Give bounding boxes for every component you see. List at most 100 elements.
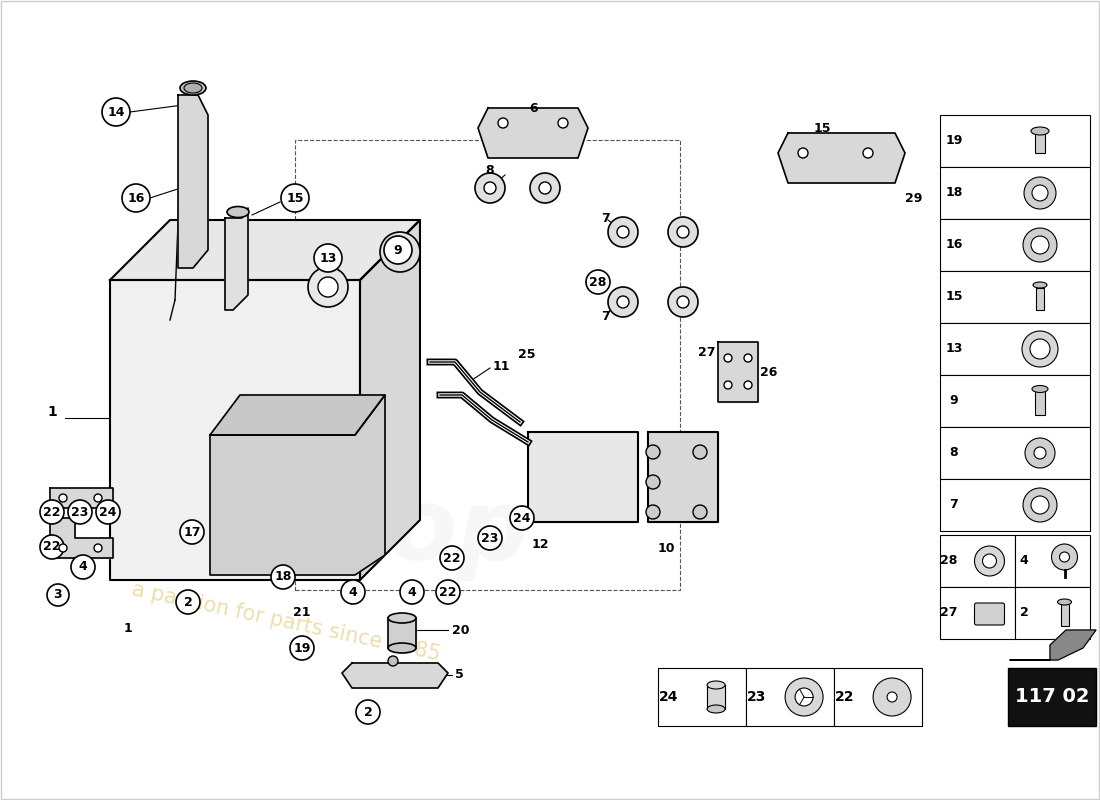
Text: 18: 18 — [945, 186, 962, 199]
Circle shape — [668, 217, 698, 247]
Polygon shape — [50, 518, 113, 558]
Bar — [940, 115, 1090, 167]
Circle shape — [1025, 438, 1055, 468]
Text: 28: 28 — [940, 554, 958, 567]
Circle shape — [379, 232, 420, 272]
Circle shape — [1023, 488, 1057, 522]
Polygon shape — [718, 342, 758, 402]
Polygon shape — [110, 220, 420, 280]
Circle shape — [608, 217, 638, 247]
Text: 9: 9 — [394, 243, 403, 257]
Text: 15: 15 — [813, 122, 830, 134]
Circle shape — [290, 636, 314, 660]
Circle shape — [1031, 236, 1049, 254]
Text: 24: 24 — [99, 506, 117, 518]
Text: 22: 22 — [443, 551, 461, 565]
Text: 15: 15 — [945, 290, 962, 303]
Circle shape — [68, 500, 92, 524]
Circle shape — [318, 277, 338, 297]
Bar — [940, 587, 1015, 639]
Circle shape — [102, 98, 130, 126]
Text: 20: 20 — [452, 623, 470, 637]
Circle shape — [94, 494, 102, 502]
Circle shape — [40, 535, 64, 559]
Text: 7: 7 — [602, 310, 610, 322]
Text: 10: 10 — [658, 542, 675, 554]
Polygon shape — [388, 618, 416, 648]
Text: 24: 24 — [659, 690, 679, 704]
Ellipse shape — [1031, 127, 1049, 135]
Circle shape — [436, 580, 460, 604]
Circle shape — [341, 580, 365, 604]
Bar — [940, 167, 1090, 219]
Text: 19: 19 — [294, 642, 310, 654]
Polygon shape — [210, 395, 385, 435]
Text: 19: 19 — [945, 134, 962, 147]
Circle shape — [558, 118, 568, 128]
Circle shape — [864, 148, 873, 158]
Circle shape — [308, 267, 348, 307]
Ellipse shape — [184, 83, 202, 93]
Text: 18: 18 — [274, 570, 292, 583]
Circle shape — [1052, 544, 1078, 570]
Text: 13: 13 — [945, 342, 962, 355]
Text: 1: 1 — [47, 405, 57, 419]
Bar — [1008, 668, 1096, 726]
Text: 8: 8 — [486, 163, 494, 177]
Text: 17: 17 — [184, 526, 200, 538]
Text: 13: 13 — [319, 251, 337, 265]
Circle shape — [693, 505, 707, 519]
Circle shape — [982, 554, 997, 568]
Polygon shape — [178, 95, 208, 268]
Text: 11: 11 — [493, 361, 510, 374]
Polygon shape — [226, 208, 248, 310]
Bar — [1060, 604, 1068, 626]
Text: 14: 14 — [108, 106, 124, 118]
Circle shape — [94, 544, 102, 552]
Circle shape — [1024, 177, 1056, 209]
Circle shape — [617, 226, 629, 238]
Text: 1: 1 — [123, 622, 132, 634]
Polygon shape — [478, 108, 588, 158]
Text: 15: 15 — [286, 191, 304, 205]
Circle shape — [676, 226, 689, 238]
Ellipse shape — [707, 681, 725, 689]
Circle shape — [271, 565, 295, 589]
Circle shape — [478, 526, 502, 550]
Text: 24: 24 — [514, 511, 530, 525]
Text: 28: 28 — [590, 275, 607, 289]
Circle shape — [646, 505, 660, 519]
Bar — [746, 668, 834, 726]
Circle shape — [484, 182, 496, 194]
Circle shape — [356, 700, 380, 724]
Text: 22: 22 — [835, 690, 855, 704]
Text: 5: 5 — [455, 669, 464, 682]
FancyBboxPatch shape — [975, 603, 1004, 625]
Bar — [1035, 391, 1045, 415]
Circle shape — [887, 692, 898, 702]
Circle shape — [744, 381, 752, 389]
Circle shape — [1031, 496, 1049, 514]
Circle shape — [1022, 331, 1058, 367]
Text: 23: 23 — [747, 690, 767, 704]
Circle shape — [180, 520, 204, 544]
Circle shape — [873, 678, 911, 716]
Circle shape — [475, 173, 505, 203]
Bar — [940, 535, 1015, 587]
Circle shape — [744, 354, 752, 362]
Bar — [1036, 288, 1044, 310]
Circle shape — [724, 354, 732, 362]
Bar — [834, 668, 922, 726]
Text: 16: 16 — [945, 238, 962, 251]
Ellipse shape — [388, 613, 416, 623]
Text: 16: 16 — [128, 191, 145, 205]
Polygon shape — [110, 280, 360, 580]
Circle shape — [510, 506, 534, 530]
Circle shape — [59, 494, 67, 502]
Circle shape — [693, 445, 707, 459]
Text: a passion for parts since 1985: a passion for parts since 1985 — [130, 579, 442, 664]
Circle shape — [795, 688, 813, 706]
Circle shape — [440, 546, 464, 570]
Text: 22: 22 — [43, 506, 60, 518]
Text: europ: europ — [200, 484, 529, 581]
